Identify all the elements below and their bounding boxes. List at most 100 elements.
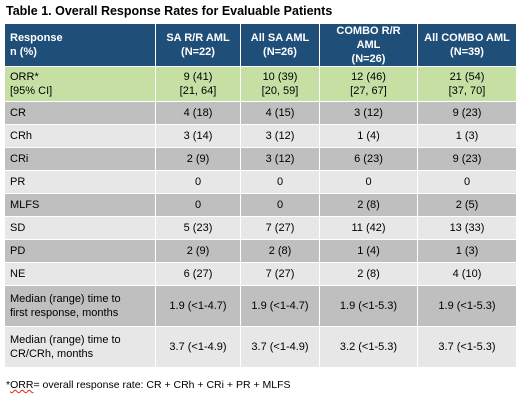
cell-value: 7 (27) [240,216,320,240]
cell-value: 2 (8) [240,239,320,263]
cell-value: 5 (23) [155,216,241,240]
table-row: NE 6 (27) 7 (27) 2 (8) 4 (10) [4,262,517,286]
footnote: *ORR= overall response rate: CR + CRh + … [6,379,291,391]
row-label: CR [4,101,156,125]
header-row: Response n (%) SA R/R AML (N=22) All SA … [4,23,517,67]
cell-value: 9 (23) [417,147,517,171]
header-all-combo-aml: All COMBO AML (N=39) [417,23,517,67]
cell-value: 2 (5) [417,193,517,217]
header-sa-rr-aml: SA R/R AML (N=22) [155,23,241,67]
orr-value: 12 (46) [351,71,386,83]
table-row: CRi 2 (9) 3 (12) 6 (23) 9 (23) [4,147,517,171]
orr-value: 9 (41) [183,71,213,83]
cell-value: 3.7 (<1-4.9) [240,326,320,368]
cell-value: 0 [417,170,517,194]
cell-value: 2 (8) [319,193,418,217]
orr-cell-2: 10 (39) [20, 59] [240,66,320,102]
cell-value: 9 (23) [417,101,517,125]
table-row: SD 5 (23) 7 (27) 11 (42) 13 (33) [4,216,517,240]
footnote-text: = overall response rate: CR + CRh + CRi … [33,379,291,391]
cell-value: 3 (12) [240,147,320,171]
orr-ci: [21, 64] [179,85,217,97]
header-combo-rr-aml-line2: (N=26) [351,53,386,65]
orr-cell-3: 12 (46) [27, 67] [319,66,418,102]
orr-cell-4: 21 (54) [37, 70] [417,66,517,102]
cell-value: 6 (23) [319,147,418,171]
header-all-sa-aml-line1: All SA AML [250,32,310,44]
cell-value: 11 (42) [319,216,418,240]
row-label: PD [4,239,156,263]
cell-value: 0 [155,170,241,194]
orr-ci: [27, 67] [350,85,387,97]
header-response: Response n (%) [4,23,156,67]
cell-value: 4 (15) [240,101,320,125]
cell-value: 1.9 (<1-4.7) [240,285,320,327]
table-row: PR 0 0 0 0 [4,170,517,194]
orr-ci: [37, 70] [448,85,486,97]
row-label-line2: first response, months [10,307,119,319]
row-label: Median (range) time to CR/CRh, months [4,326,156,368]
row-label-line1: Median (range) time to [10,293,121,305]
orr-label-cell: ORR* [95% CI] [4,66,156,102]
row-label: PR [4,170,156,194]
row-label: Median (range) time to first response, m… [4,285,156,327]
row-label: NE [4,262,156,286]
cell-value: 1 (4) [319,239,418,263]
table-title: Table 1. Overall Response Rates for Eval… [6,4,333,18]
cell-value: 3.7 (<1-4.9) [155,326,241,368]
table-row: CRh 3 (14) 3 (12) 1 (4) 1 (3) [4,124,517,148]
cell-value: 13 (33) [417,216,517,240]
header-combo-rr-aml: COMBO R/R AML (N=26) [319,23,418,67]
cell-value: 6 (27) [155,262,241,286]
row-label: CRi [4,147,156,171]
cell-value: 2 (9) [155,239,241,263]
orr-row: ORR* [95% CI] 9 (41) [21, 64] 10 (39) [2… [4,66,517,102]
orr-label: ORR* [10,71,39,83]
cell-value: 1.9 (<1-5.3) [417,285,517,327]
cell-value: 4 (10) [417,262,517,286]
header-sa-rr-aml-line2: (N=22) [181,46,215,58]
cell-value: 0 [319,170,418,194]
header-all-combo-aml-line2: (N=39) [450,46,484,58]
cell-value: 1.9 (<1-4.7) [155,285,241,327]
cell-value: 0 [240,193,320,217]
cell-value: 1 (3) [417,239,517,263]
cell-value: 2 (8) [319,262,418,286]
cell-value: 0 [240,170,320,194]
footnote-asterisk: * [6,379,11,391]
cell-value: 0 [155,193,241,217]
table-row-median-first-response: Median (range) time to first response, m… [4,285,517,327]
cell-value: 4 (18) [155,101,241,125]
response-table: Response n (%) SA R/R AML (N=22) All SA … [4,23,517,368]
cell-value: 7 (27) [240,262,320,286]
cell-value: 1 (4) [319,124,418,148]
row-label: SD [4,216,156,240]
header-all-sa-aml: All SA AML (N=26) [240,23,320,67]
cell-value: 3 (12) [240,124,320,148]
header-all-sa-aml-line2: (N=26) [263,46,297,58]
table-row: MLFS 0 0 2 (8) 2 (5) [4,193,517,217]
row-label-line1: Median (range) time to [10,334,121,346]
orr-ci: [20, 59] [261,85,299,97]
table-row: PD 2 (9) 2 (8) 1 (4) 1 (3) [4,239,517,263]
orr-ci-label: [95% CI] [10,85,53,97]
header-combo-rr-aml-line1: COMBO R/R AML [336,25,401,51]
orr-cell-1: 9 (41) [21, 64] [155,66,241,102]
row-label: MLFS [4,193,156,217]
table-row: CR 4 (18) 4 (15) 3 (12) 9 (23) [4,101,517,125]
cell-value: 2 (9) [155,147,241,171]
cell-value: 3.2 (<1-5.3) [319,326,418,368]
row-label-line2: CR/CRh, months [10,348,94,360]
cell-value: 3 (12) [319,101,418,125]
orr-value: 21 (54) [449,71,485,83]
cell-value: 3.7 (<1-5.3) [417,326,517,368]
cell-value: 3 (14) [155,124,241,148]
row-label: CRh [4,124,156,148]
footnote-abbreviation: ORR [10,379,34,391]
header-all-combo-aml-line1: All COMBO AML [424,32,510,44]
table-row-median-cr-crh: Median (range) time to CR/CRh, months 3.… [4,326,517,368]
cell-value: 1 (3) [417,124,517,148]
header-sa-rr-aml-line1: SA R/R AML [166,32,230,44]
orr-value: 10 (39) [262,71,298,83]
cell-value: 1.9 (<1-5.3) [319,285,418,327]
